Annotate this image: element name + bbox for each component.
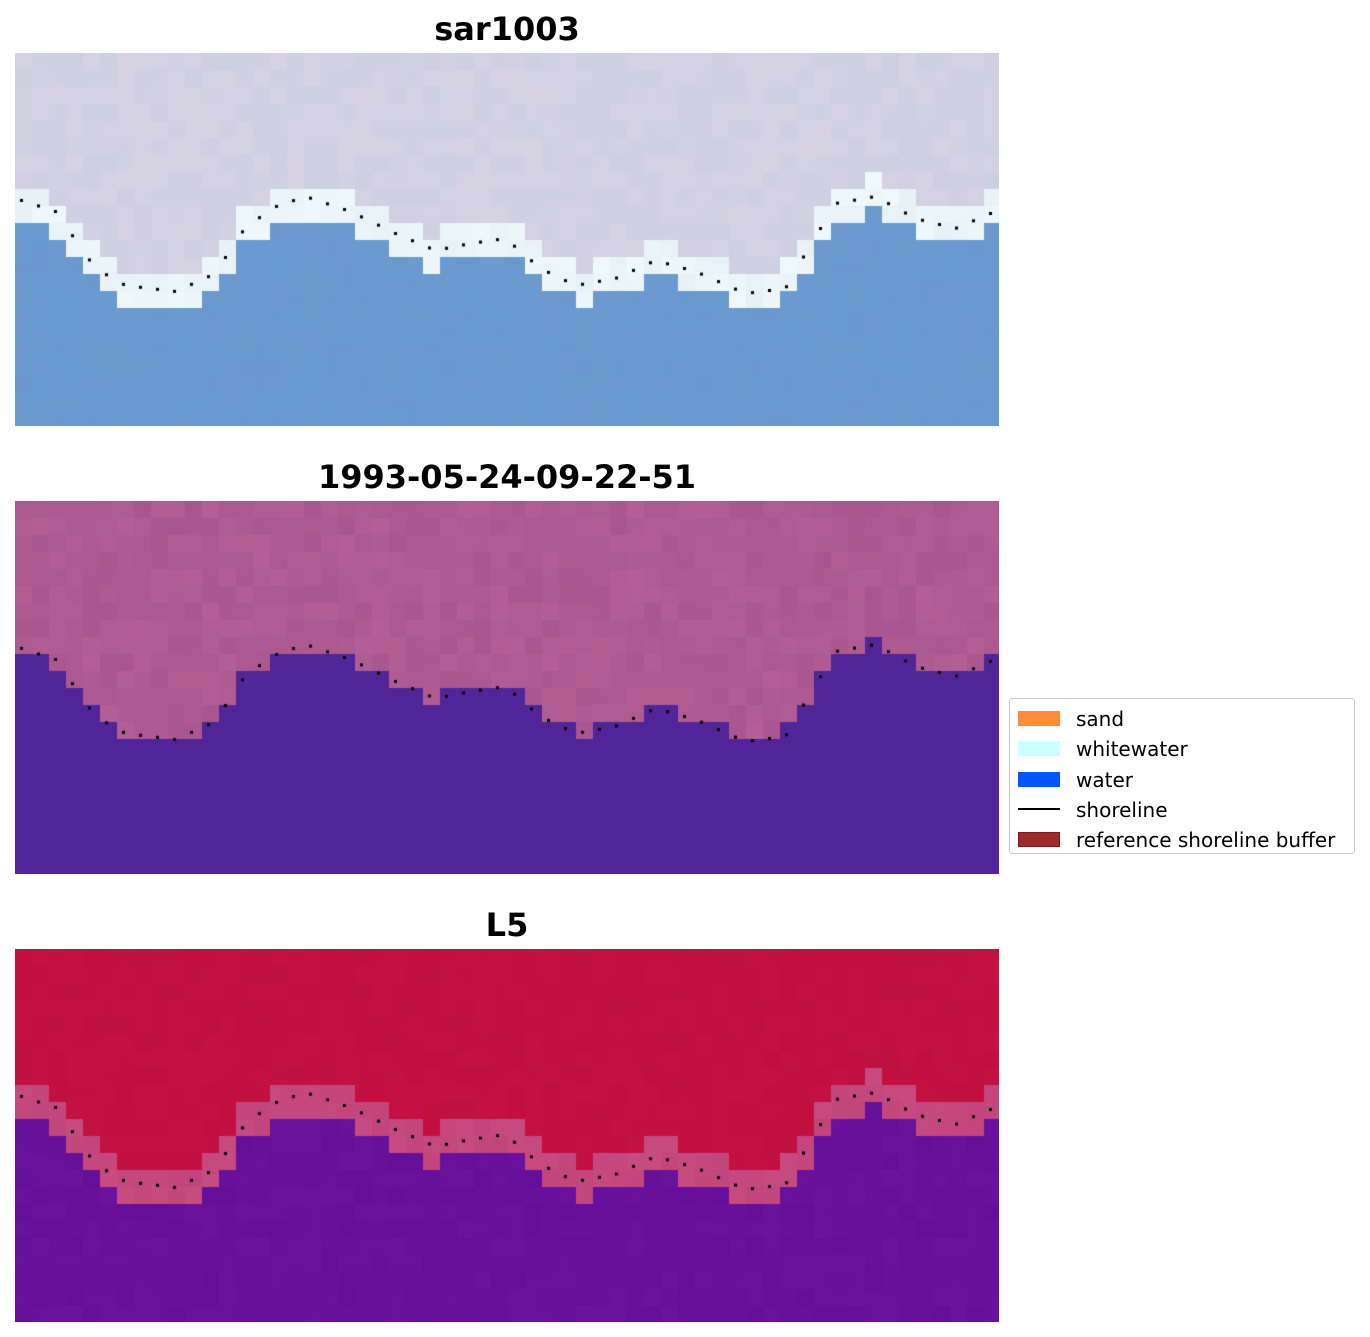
water-swatch xyxy=(1018,771,1060,787)
legend-item-shoreline: shoreline xyxy=(1010,795,1354,825)
rgb-image-panel xyxy=(15,53,999,426)
whitewater-swatch xyxy=(1018,741,1060,757)
legend-label-reference-buffer: reference shoreline buffer xyxy=(1076,828,1336,853)
legend-label-sand: sand xyxy=(1076,707,1125,731)
legend-item-whitewater: whitewater xyxy=(1010,734,1354,764)
panel-title-classified: 1993-05-24-09-22-51 xyxy=(317,458,697,496)
legend: sand whitewater water shoreline referenc… xyxy=(1009,698,1355,854)
index-image-panel xyxy=(15,949,999,1322)
legend-item-reference-buffer: reference shoreline buffer xyxy=(1010,825,1354,855)
panel-title-index: L5 xyxy=(485,906,529,944)
legend-item-sand: sand xyxy=(1010,704,1354,734)
panel-title-rgb: sar1003 xyxy=(434,10,580,48)
sand-swatch xyxy=(1018,711,1060,726)
legend-label-water: water xyxy=(1076,767,1133,792)
legend-label-shoreline: shoreline xyxy=(1076,797,1168,822)
legend-label-whitewater: whitewater xyxy=(1076,737,1188,762)
classified-image-panel xyxy=(15,501,999,874)
shoreline-line-swatch xyxy=(1018,807,1060,810)
legend-item-water: water xyxy=(1010,765,1354,795)
reference-buffer-swatch xyxy=(1018,832,1060,848)
